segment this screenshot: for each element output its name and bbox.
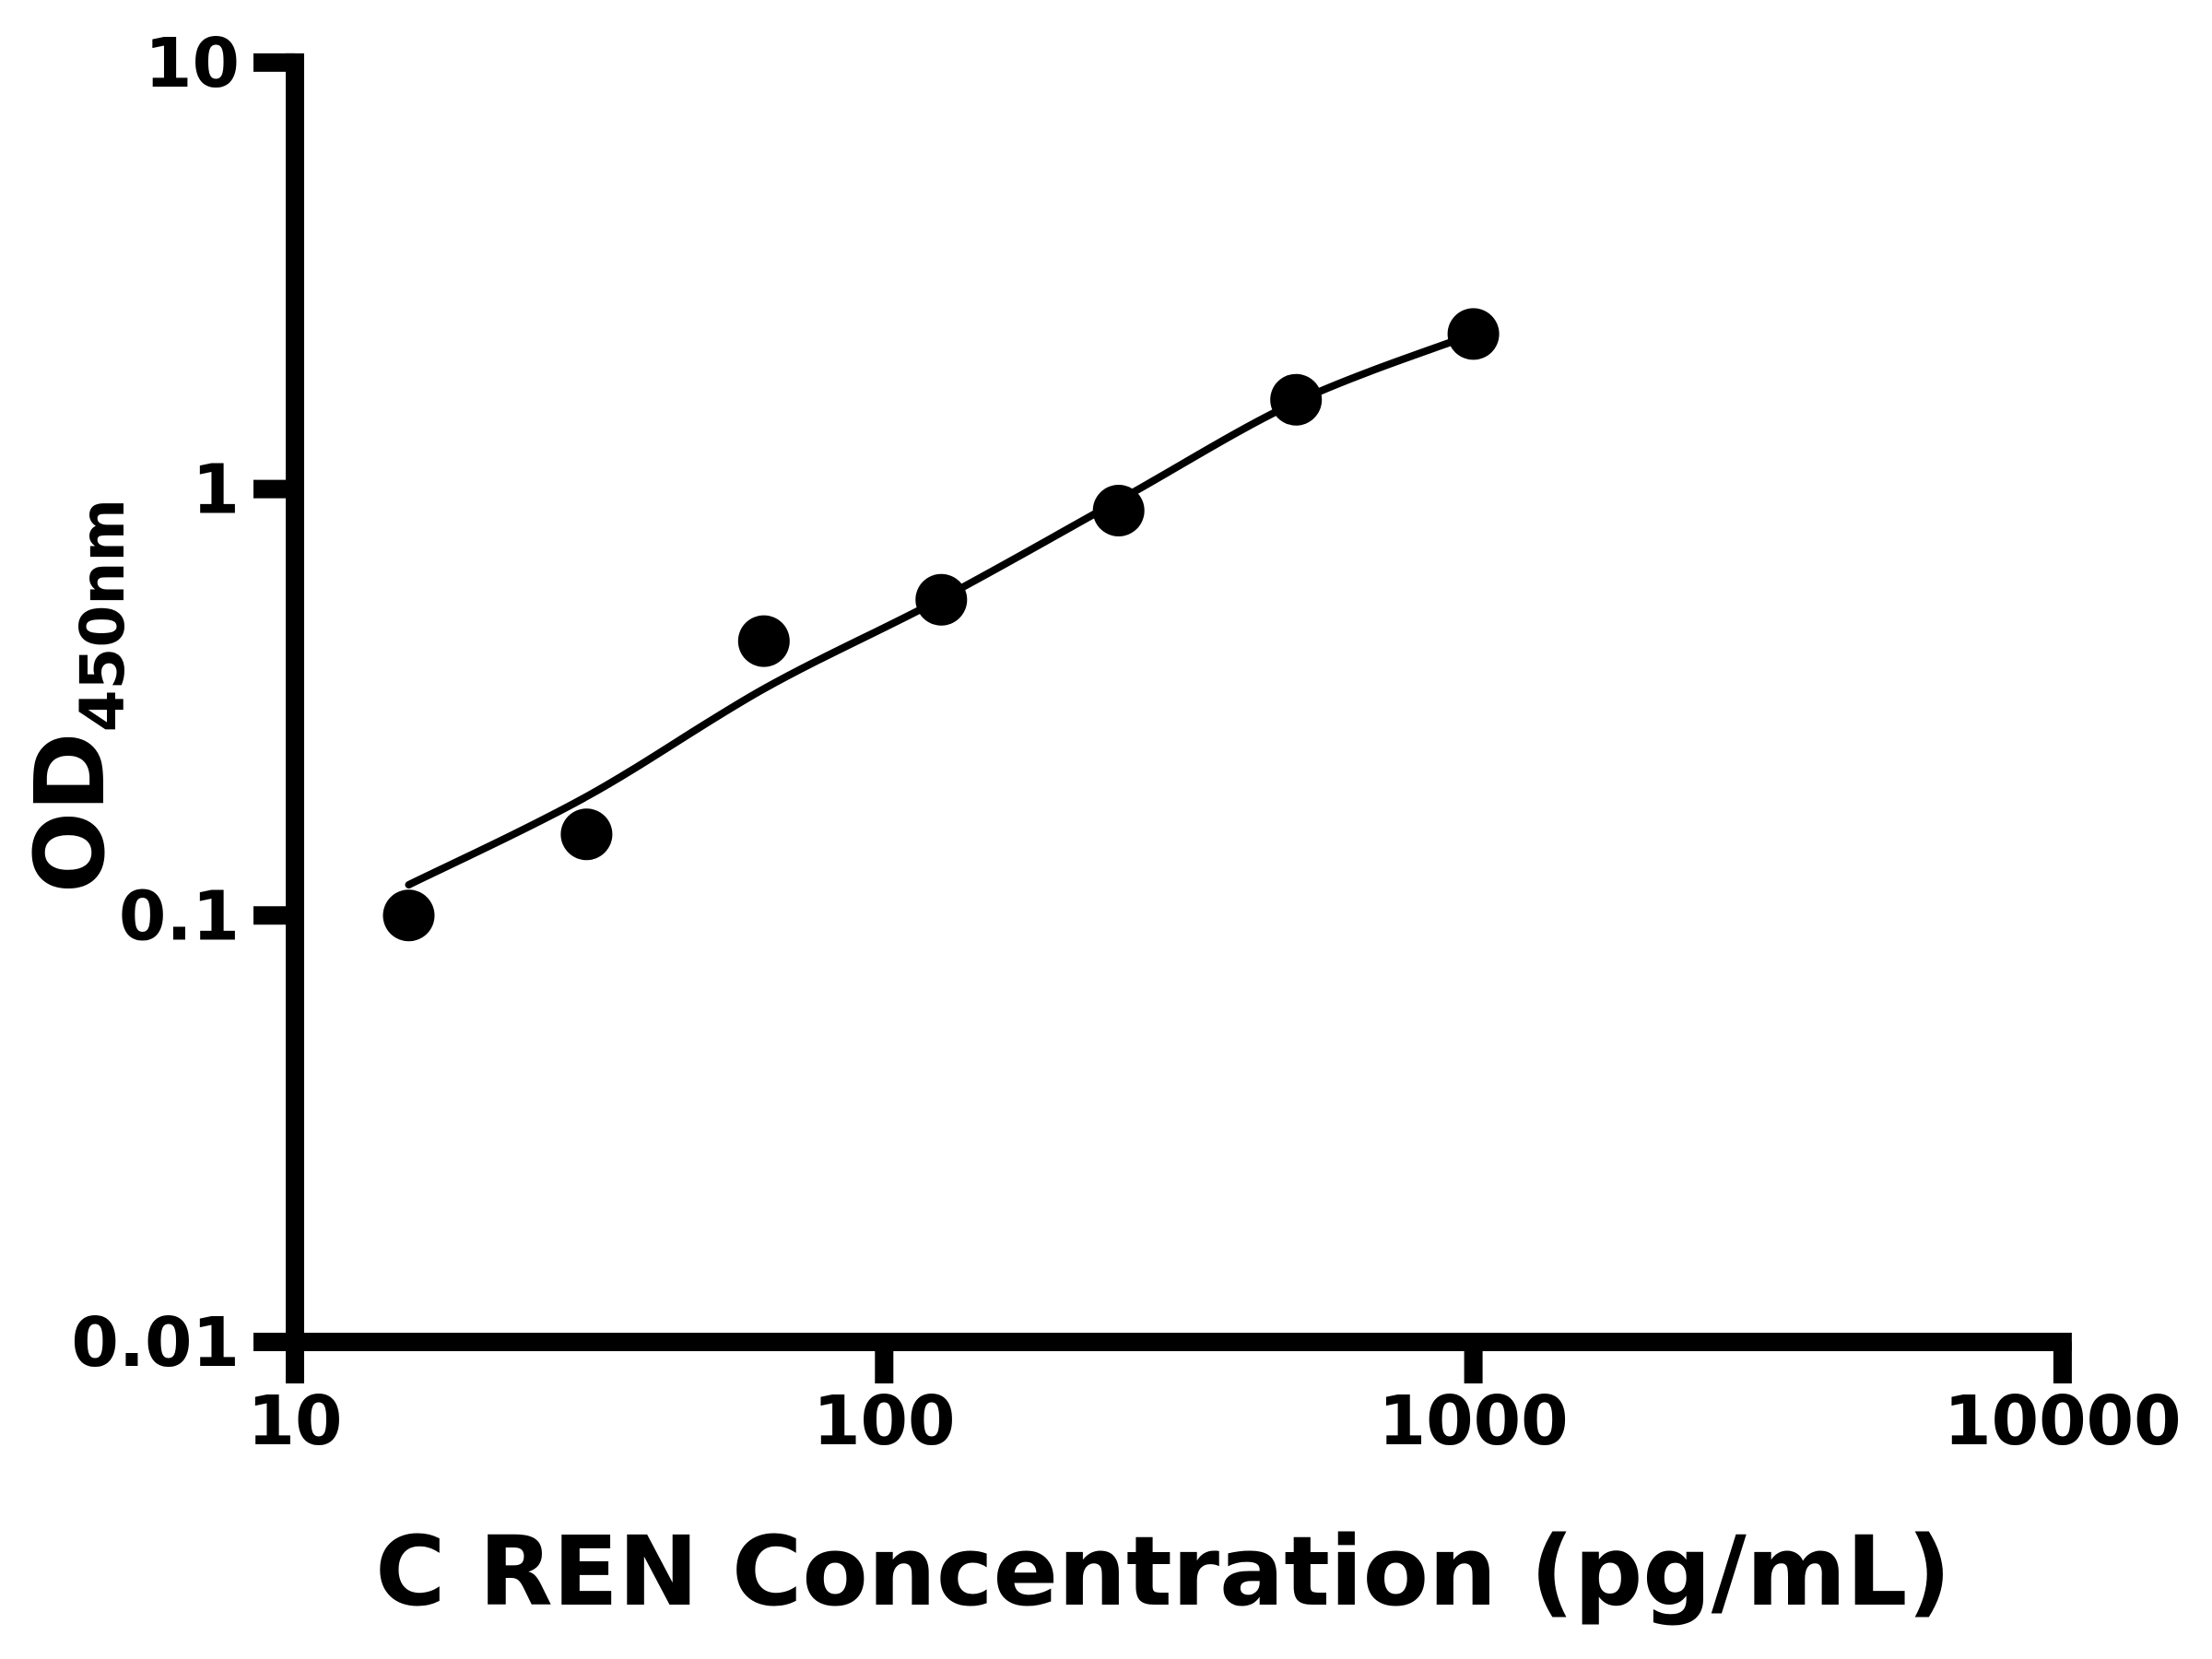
y-axis-title-main: OD [14, 732, 126, 893]
y-tick-label-0.01: 0.01 [71, 1303, 240, 1382]
data-point-3 [737, 615, 790, 667]
y-tick-label-10: 10 [145, 24, 240, 103]
data-point-7 [1447, 308, 1500, 360]
y-tick-label-1: 1 [193, 451, 241, 530]
data-point-6 [1270, 373, 1323, 426]
x-tick-label-1000: 1000 [1379, 1382, 1569, 1461]
data-point-5 [1092, 485, 1145, 536]
x-tick-label-10000: 10000 [1944, 1382, 2181, 1461]
data-point-1 [382, 889, 435, 942]
data-point-4 [915, 573, 968, 626]
y-axis-title: OD450nm [14, 499, 138, 893]
x-tick-label-100: 100 [813, 1382, 955, 1461]
y-axis-title-subscript: 450nm [67, 499, 138, 733]
y-tick-label-0.1: 0.1 [119, 877, 240, 956]
x-tick-label-10: 10 [248, 1382, 343, 1461]
x-axis-title: C REN Concentration (pg/mL) [375, 1515, 1951, 1628]
data-point-2 [560, 808, 613, 861]
